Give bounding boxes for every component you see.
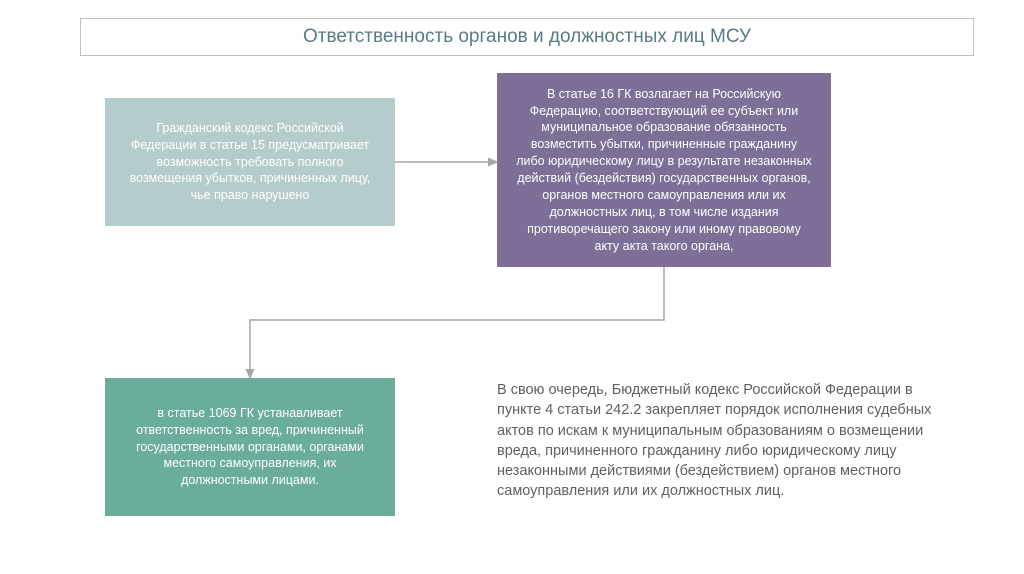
- page-title: Ответственность органов и должностных ли…: [303, 26, 751, 48]
- explanatory-paragraph: В свою очередь, Бюджетный кодекс Российс…: [497, 380, 937, 502]
- box3-text: в статье 1069 ГК устанавливает ответстве…: [123, 405, 377, 489]
- title-bar: Ответственность органов и должностных ли…: [80, 18, 974, 56]
- flowchart-box-article15: Гражданский кодекс Российской Федерации …: [105, 98, 395, 226]
- flowchart-box-article16: В статье 16 ГК возлагает на Российскую Ф…: [497, 73, 831, 267]
- box2-text: В статье 16 ГК возлагает на Российскую Ф…: [515, 86, 813, 255]
- box1-text: Гражданский кодекс Российской Федерации …: [123, 120, 377, 204]
- flowchart-box-article1069: в статье 1069 ГК устанавливает ответстве…: [105, 378, 395, 516]
